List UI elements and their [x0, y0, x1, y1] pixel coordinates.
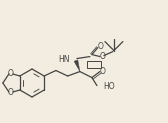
FancyBboxPatch shape	[87, 61, 101, 68]
Text: O: O	[8, 69, 14, 78]
Text: O: O	[97, 42, 103, 51]
Polygon shape	[74, 60, 80, 72]
Text: O: O	[8, 88, 14, 97]
Text: Abs: Abs	[88, 62, 100, 67]
Text: HN: HN	[58, 55, 70, 64]
Text: HO: HO	[103, 82, 115, 91]
Text: O: O	[100, 67, 106, 76]
Text: O: O	[99, 52, 105, 61]
